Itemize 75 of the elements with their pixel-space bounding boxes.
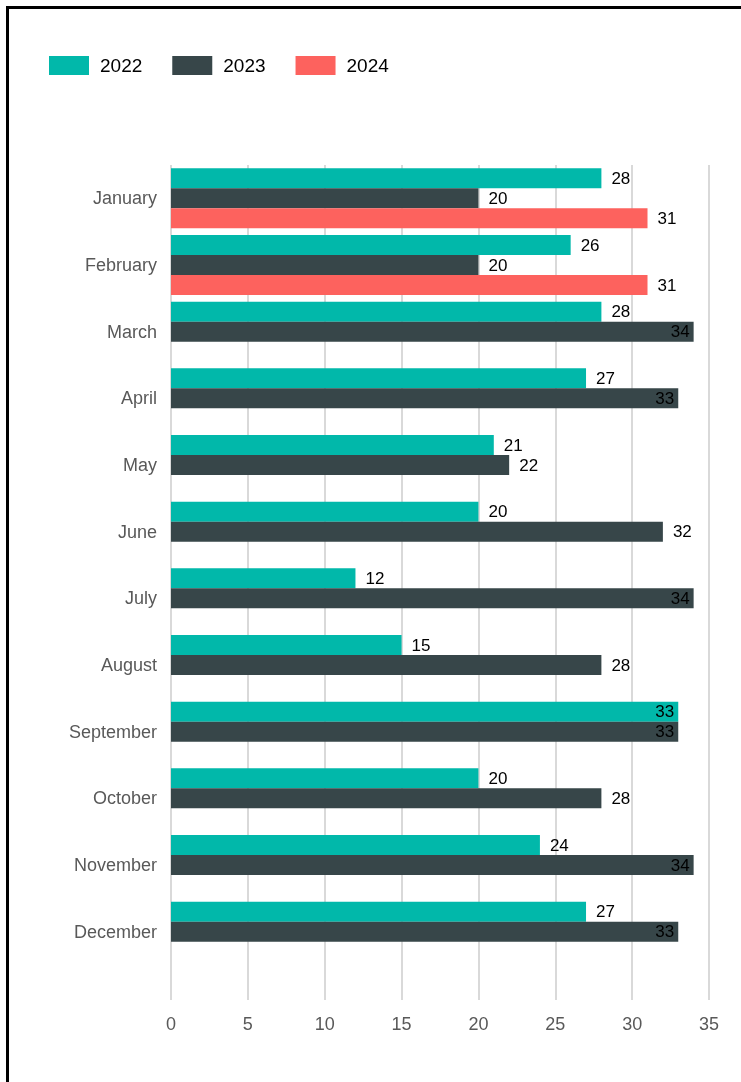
- legend-label: 2024: [346, 55, 390, 76]
- data-label: 33: [655, 722, 675, 742]
- data-label: 27: [596, 902, 615, 922]
- y-tick-label: January: [92, 188, 157, 209]
- bar: [171, 321, 694, 342]
- bar: [171, 301, 602, 322]
- legend-label: 2023: [223, 55, 266, 76]
- bar: [171, 521, 663, 542]
- data-label: 31: [657, 208, 677, 228]
- y-tick-label: March: [106, 321, 157, 342]
- data-label: 33: [655, 922, 675, 942]
- data-label: 15: [411, 635, 431, 655]
- y-tick-label: February: [84, 255, 157, 275]
- bar: [171, 188, 479, 209]
- data-label: 20: [488, 768, 508, 788]
- x-tick-label: 35: [698, 1014, 720, 1034]
- data-label: 12: [365, 568, 385, 588]
- data-label: 32: [672, 522, 692, 542]
- x-tick-label: 30: [622, 1014, 643, 1034]
- data-label: 34: [670, 588, 690, 608]
- bar: [171, 501, 479, 522]
- y-tick-label: October: [92, 788, 157, 809]
- data-label: 33: [655, 702, 675, 722]
- data-label: 20: [488, 502, 508, 522]
- data-label: 28: [611, 302, 631, 322]
- bar: [171, 721, 679, 742]
- data-label: 34: [670, 322, 690, 342]
- bar: [171, 855, 694, 875]
- y-tick-label: September: [68, 721, 157, 742]
- bar: [171, 635, 402, 655]
- bar: [171, 568, 356, 589]
- x-tick-label: 20: [468, 1014, 489, 1034]
- data-label: 21: [503, 435, 523, 455]
- x-tick-label: 5: [242, 1014, 253, 1034]
- data-label: 34: [670, 855, 690, 875]
- data-label: 31: [657, 275, 677, 295]
- bar: [171, 588, 694, 609]
- data-label: 26: [580, 235, 600, 255]
- bar: [171, 208, 648, 229]
- x-tick-label: 15: [391, 1014, 412, 1034]
- bar: [171, 168, 602, 189]
- y-tick-label: April: [120, 388, 157, 409]
- bar: [171, 275, 648, 295]
- data-label: 20: [488, 255, 508, 275]
- data-label: 24: [549, 835, 569, 855]
- bar: [171, 235, 571, 255]
- y-tick-label: July: [124, 588, 157, 609]
- bar: [171, 768, 479, 789]
- x-tick-label: 10: [314, 1014, 335, 1034]
- bar: [171, 435, 494, 455]
- bar: [171, 455, 510, 475]
- data-label: 20: [488, 188, 508, 208]
- y-tick-label: August: [100, 655, 157, 675]
- y-tick-label: May: [122, 455, 157, 475]
- legend-label: 2022: [100, 55, 143, 76]
- y-tick-label: June: [117, 521, 157, 542]
- bar: [171, 368, 587, 389]
- bar: [171, 788, 602, 809]
- data-label: 28: [611, 168, 631, 188]
- bar: [171, 388, 679, 409]
- bar: [171, 901, 587, 922]
- x-tick-label: 0: [165, 1014, 177, 1034]
- bar: [171, 255, 479, 275]
- x-tick-label: 25: [545, 1014, 566, 1034]
- data-label: 22: [519, 455, 539, 475]
- bar: [171, 701, 679, 722]
- y-tick-label: November: [73, 855, 157, 875]
- bar: [171, 921, 679, 942]
- data-label: 27: [596, 368, 615, 388]
- data-label: 28: [611, 655, 631, 675]
- bar: [171, 655, 602, 675]
- bar: [171, 835, 540, 855]
- data-label: 33: [655, 388, 675, 408]
- y-tick-label: December: [73, 921, 157, 942]
- data-label: 28: [611, 788, 631, 808]
